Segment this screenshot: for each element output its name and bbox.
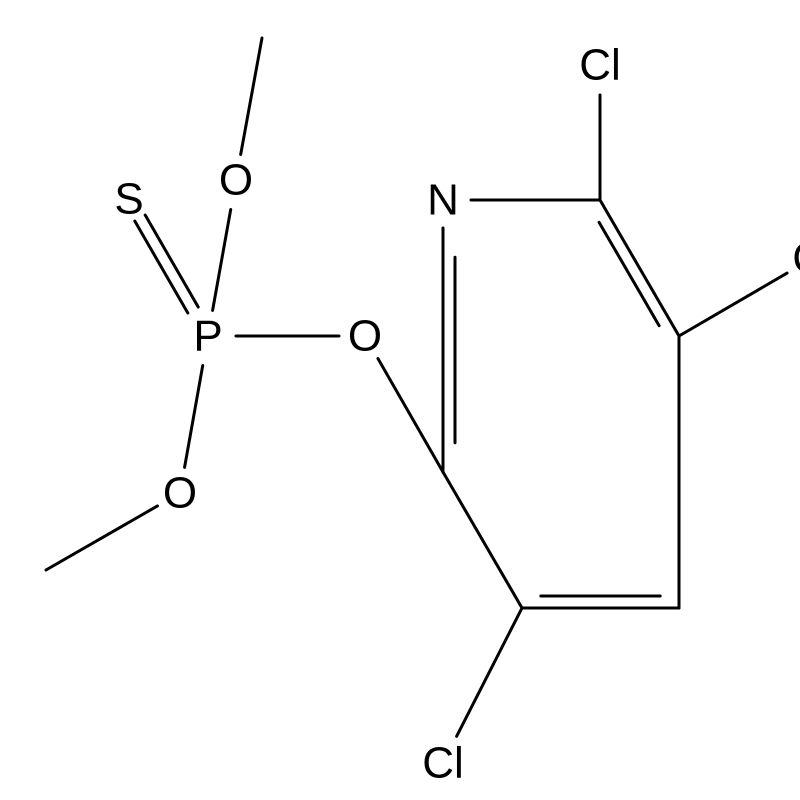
- bond-line: [135, 221, 188, 313]
- bond-line: [600, 200, 679, 336]
- bond-line: [457, 608, 522, 736]
- bond-line: [443, 472, 522, 608]
- atom-layer: S P O O O N Cl Cl Cl: [114, 41, 800, 788]
- bond-layer: [46, 38, 787, 736]
- atom-label-O: O: [219, 156, 253, 205]
- bond-line: [378, 359, 443, 472]
- atom-label-Cl: Cl: [422, 739, 464, 788]
- atom-label-O: O: [163, 469, 197, 518]
- atom-label-P: P: [193, 312, 222, 361]
- chemical-structure-diagram: S P O O O N Cl Cl Cl: [0, 0, 800, 800]
- bond-line: [185, 366, 203, 468]
- bond-line: [679, 273, 787, 336]
- atom-label-O: O: [348, 312, 382, 361]
- bond-line: [145, 215, 198, 307]
- atom-label-Cl: Cl: [579, 41, 621, 90]
- atom-label-Cl: Cl: [792, 234, 800, 283]
- atom-label-N: N: [427, 176, 459, 225]
- bond-line: [599, 222, 659, 325]
- bond-line: [213, 210, 231, 311]
- atom-label-S: S: [114, 175, 143, 224]
- bond-line: [241, 38, 262, 154]
- bond-line: [46, 506, 157, 570]
